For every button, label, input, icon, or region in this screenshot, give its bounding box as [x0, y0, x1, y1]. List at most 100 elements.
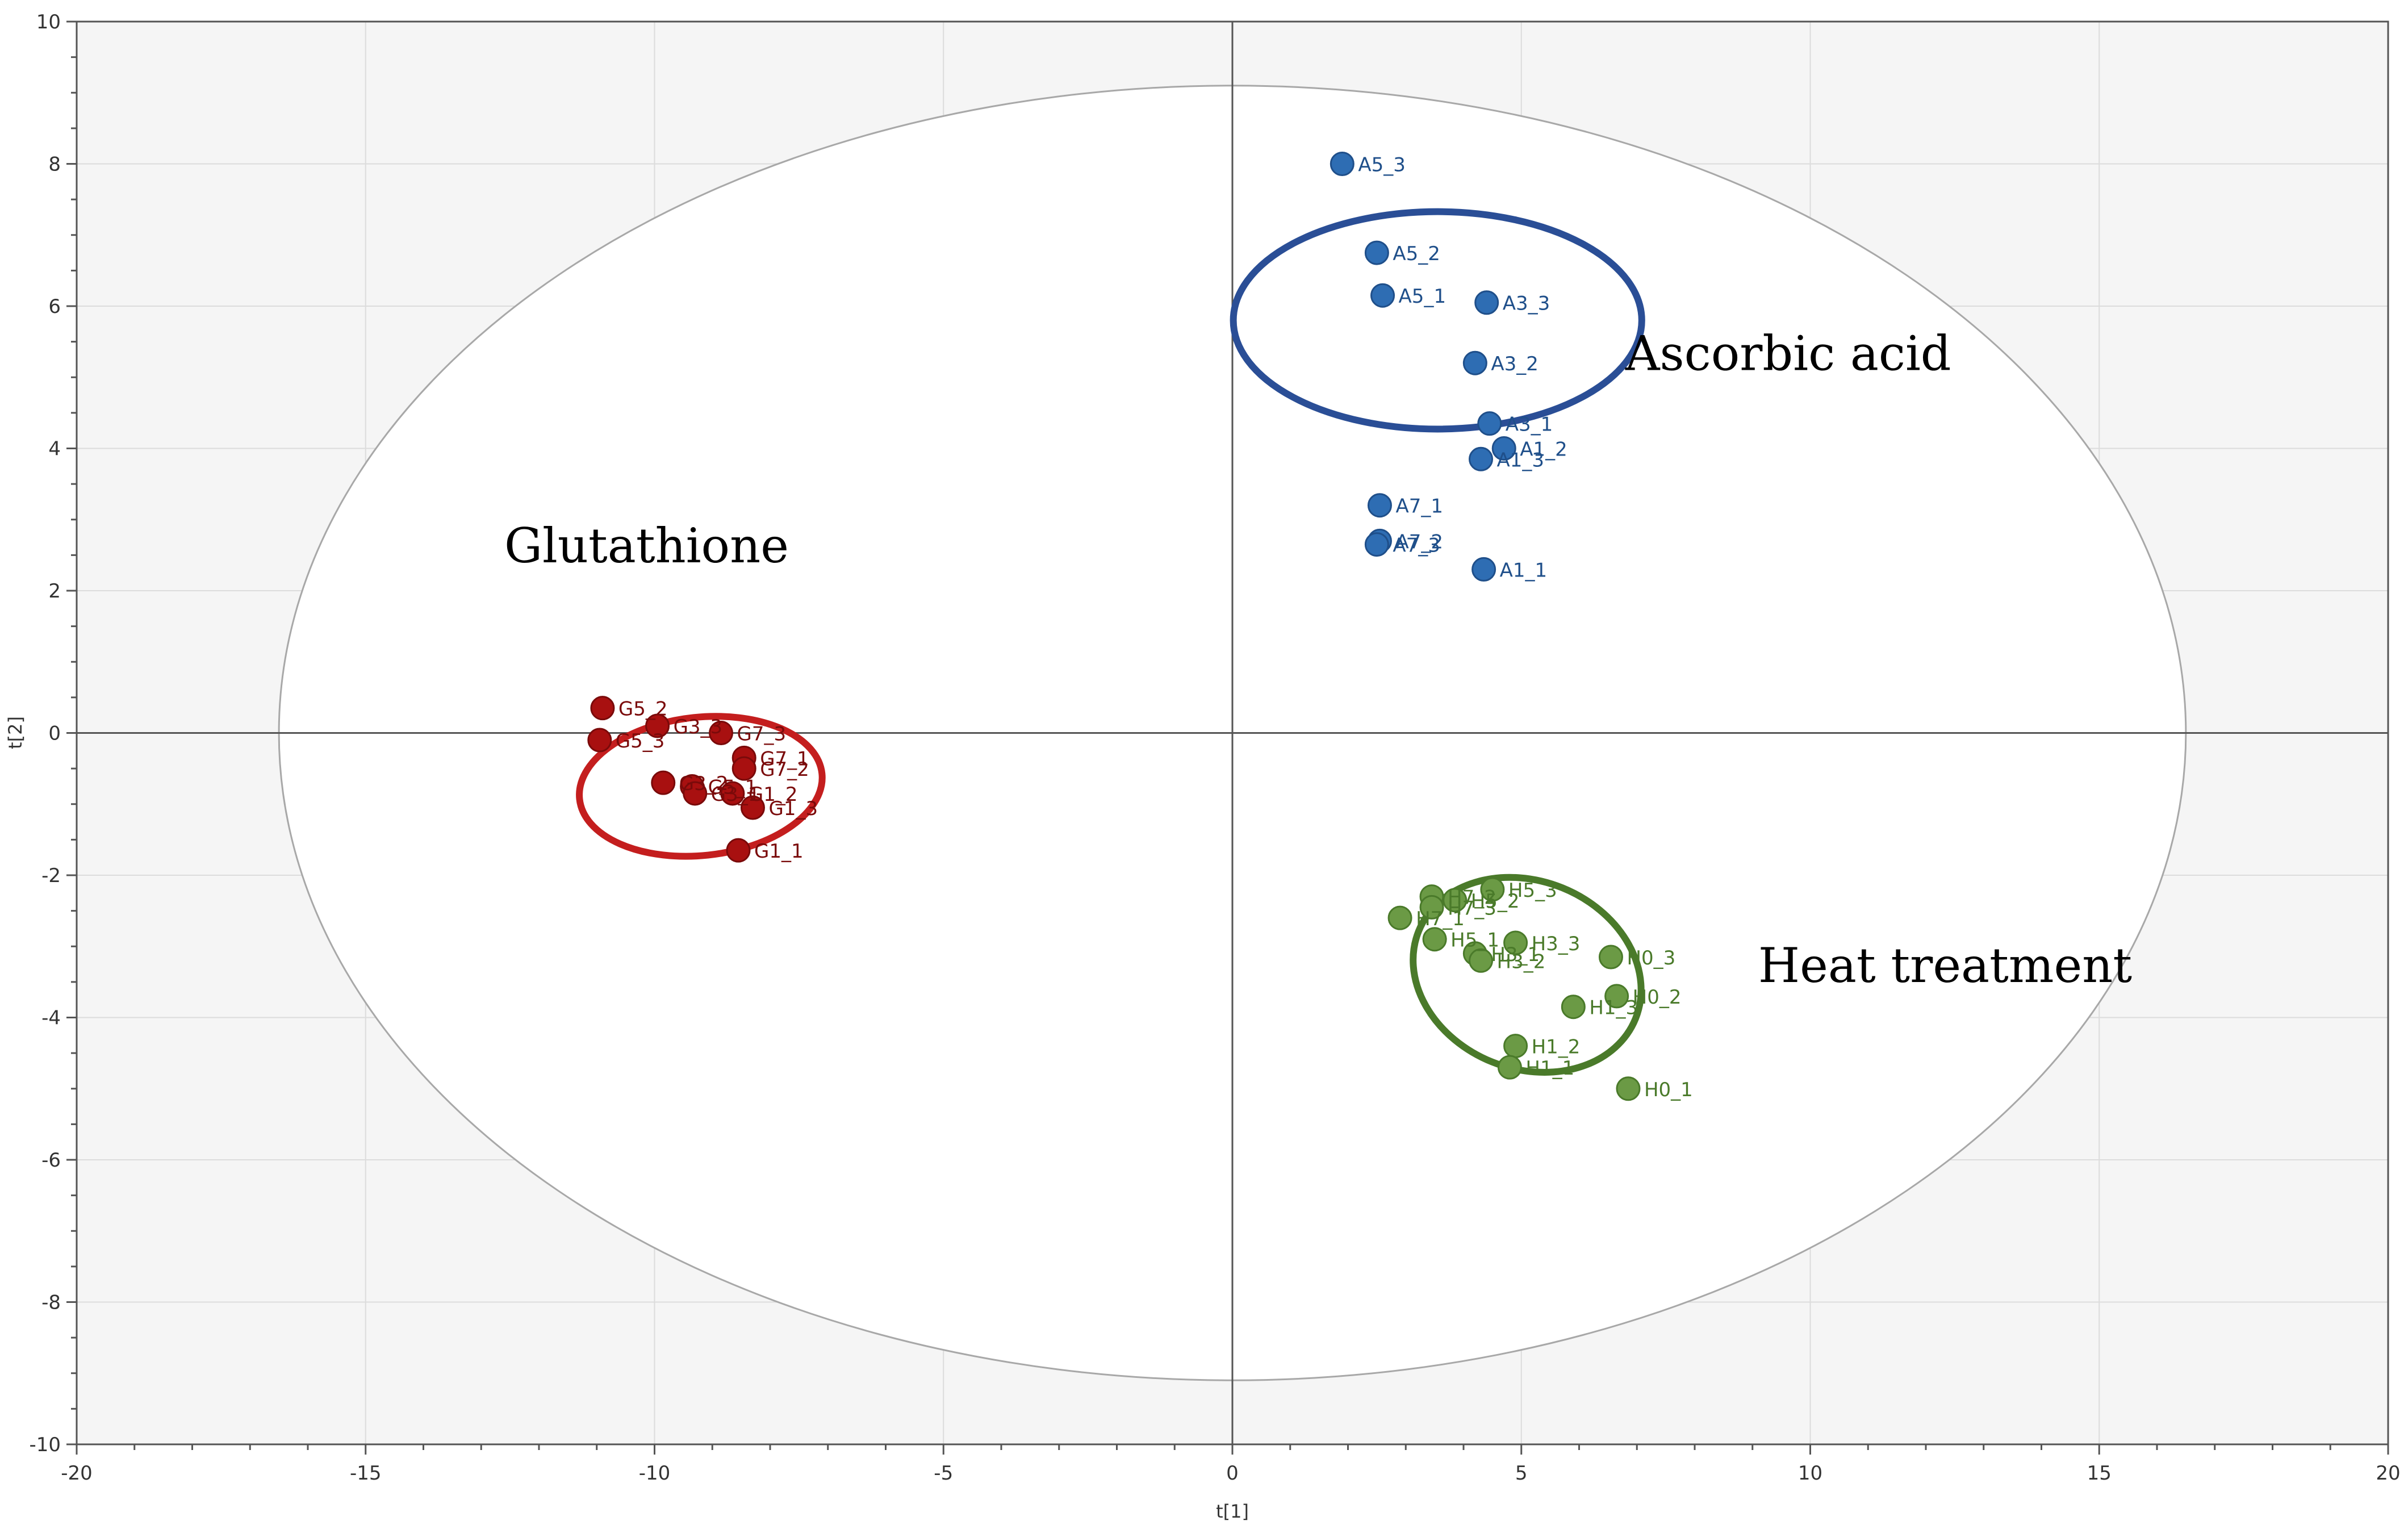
ascorbic-acid-point	[1462, 350, 1487, 375]
heat-treatment-point	[1604, 984, 1629, 1009]
y-tick-label: 10	[36, 11, 61, 34]
ascorbic-acid-point	[1477, 411, 1502, 436]
heat-treatment-point-label: H0_1	[1644, 1079, 1693, 1101]
glutathione-point	[651, 770, 676, 795]
y-tick-label: -4	[41, 1007, 61, 1030]
heat-treatment-point	[1387, 905, 1412, 930]
x-tick-label: 10	[1798, 1462, 1822, 1485]
ascorbic-acid-point-label: A3_3	[1503, 293, 1550, 315]
heat-treatment-point-label: H7_3	[1448, 897, 1496, 920]
ascorbic-acid-point	[1471, 557, 1496, 582]
ascorbic-acid-group-label: Ascorbic acid	[1625, 326, 1951, 382]
heat-treatment-point	[1561, 995, 1586, 1020]
ascorbic-acid-point-label: A5_1	[1399, 285, 1447, 308]
x-tick-label: -5	[934, 1462, 953, 1485]
y-tick-label: -10	[29, 1434, 61, 1456]
ascorbic-acid-point-label: A5_2	[1393, 243, 1440, 265]
point-labels: A5_3 A5_2 A5_1 A3_3 A3_2 A3_1A1_2A1_3 A7_1 A7_2…	[616, 154, 1693, 1101]
glutathione-point	[731, 756, 756, 781]
x-axis-title: t[1]	[1216, 1501, 1249, 1522]
heat-treatment-point	[1469, 948, 1494, 973]
glutathione-point-label: G1_3	[768, 797, 818, 820]
heat-treatment-point-label: H0_2	[1633, 986, 1682, 1009]
heat-treatment-point-label: H1_1	[1525, 1057, 1574, 1080]
glutathione-point-label: G5_1	[708, 776, 758, 799]
glutathione-group-ellipse	[576, 713, 826, 860]
x-tick-label: -20	[61, 1462, 93, 1485]
ascorbic-acid-point	[1364, 532, 1389, 557]
y-axis-title: t[2]	[5, 716, 26, 749]
ascorbic-acid-point-label: A1_2	[1520, 438, 1567, 461]
glutathione-point	[587, 728, 612, 753]
heat-treatment-point	[1422, 927, 1447, 952]
glutathione-point	[709, 721, 734, 745]
heat-treatment-point-label: H5_2	[1471, 890, 1520, 913]
ascorbic-acid-point-label: A7_3	[1393, 534, 1440, 557]
heat-treatment-point-label: H1_3	[1589, 997, 1638, 1020]
heat-treatment-point-label: H3_1	[1491, 943, 1540, 966]
ascorbic-acid-point	[1469, 446, 1494, 471]
ascorbic-acid-point-label: A7_2	[1395, 530, 1443, 553]
ascorbic-acid-point-label: A1_1	[1500, 559, 1548, 582]
axes	[66, 20, 2389, 1455]
heat-treatment-point-label: H0_3	[1627, 947, 1675, 970]
y-tick-label: -2	[41, 864, 61, 887]
heat-treatment-group-ellipse	[1410, 874, 1645, 1076]
glutathione-point-label: G7_2	[760, 758, 809, 781]
glutathione-point-label: G5_3	[616, 730, 665, 753]
ascorbic-acid-point	[1367, 493, 1392, 518]
y-tick-label: 2	[48, 580, 61, 603]
ascorbic-acid-point-label: A3_1	[1506, 413, 1553, 436]
heat-treatment-point-label: H3_2	[1497, 950, 1546, 973]
ascorbic-acid-point-label: A1_3	[1497, 449, 1545, 471]
heat-treatment-point	[1598, 945, 1623, 970]
heat-treatment-point	[1503, 1034, 1528, 1059]
ascorbic-acid-point-label: A7_1	[1395, 495, 1443, 518]
glutathione-group-label: Glutathione	[504, 518, 789, 574]
y-tick-label: 0	[48, 722, 61, 745]
glutathione-point-label: G1_1	[754, 840, 804, 863]
glutathione-point-label: G1_2	[749, 783, 798, 806]
glutathione-point	[683, 781, 708, 806]
glutathione-point-label: G3_1	[711, 783, 760, 806]
ascorbic-acid-point-label: A3_2	[1491, 353, 1539, 375]
heat-treatment-point	[1616, 1076, 1641, 1101]
glutathione-point	[645, 713, 670, 738]
glutathione-point	[720, 781, 745, 806]
group-ellipse-layer	[576, 208, 1645, 1076]
x-tick-label: 5	[1515, 1462, 1528, 1485]
glutathione-point-label: G3_2	[679, 772, 729, 795]
y-tick-label: 6	[48, 295, 61, 318]
ascorbic-acid-point	[1474, 290, 1499, 315]
ascorbic-acid-group-ellipse	[1230, 208, 1645, 433]
heat-treatment-group-label: Heat treatment	[1758, 938, 2132, 993]
heat-treatment-point	[1443, 888, 1468, 913]
heat-treatment-point-label: H5_1	[1450, 929, 1499, 952]
y-tick-label: -8	[41, 1292, 61, 1314]
glutathione-point-label: G7_1	[760, 747, 809, 770]
heat-treatment-point	[1480, 877, 1505, 902]
heat-treatment-point-label: H7_1	[1416, 908, 1465, 930]
ascorbic-acid-point	[1491, 436, 1516, 461]
glutathione-point	[740, 795, 765, 820]
glutathione-point-label: G3_3	[674, 716, 723, 738]
x-tick-label: 0	[1226, 1462, 1239, 1485]
heat-treatment-point	[1503, 930, 1528, 955]
heat-treatment-point	[1419, 895, 1444, 920]
glutathione-point	[726, 838, 751, 863]
y-tick-label: -6	[41, 1149, 61, 1172]
ascorbic-acid-point	[1370, 283, 1395, 308]
glutathione-point-label: G7_3	[737, 723, 787, 746]
group-labels: Ascorbic acid Glutathione Heat treatment	[504, 326, 2132, 993]
heat-treatment-point	[1497, 1055, 1522, 1080]
heat-treatment-point-label: H7_2	[1448, 887, 1496, 909]
y-tick-label: 8	[48, 153, 61, 176]
heat-treatment-point-label: H5_3	[1508, 879, 1557, 902]
heat-treatment-point-label: H3_3	[1532, 933, 1581, 955]
glutathione-point-label: G5_2	[618, 698, 668, 721]
heat-treatment-point-label: H1_2	[1532, 1036, 1581, 1059]
x-tick-label: 15	[2087, 1462, 2112, 1485]
ascorbic-acid-point	[1364, 240, 1389, 265]
